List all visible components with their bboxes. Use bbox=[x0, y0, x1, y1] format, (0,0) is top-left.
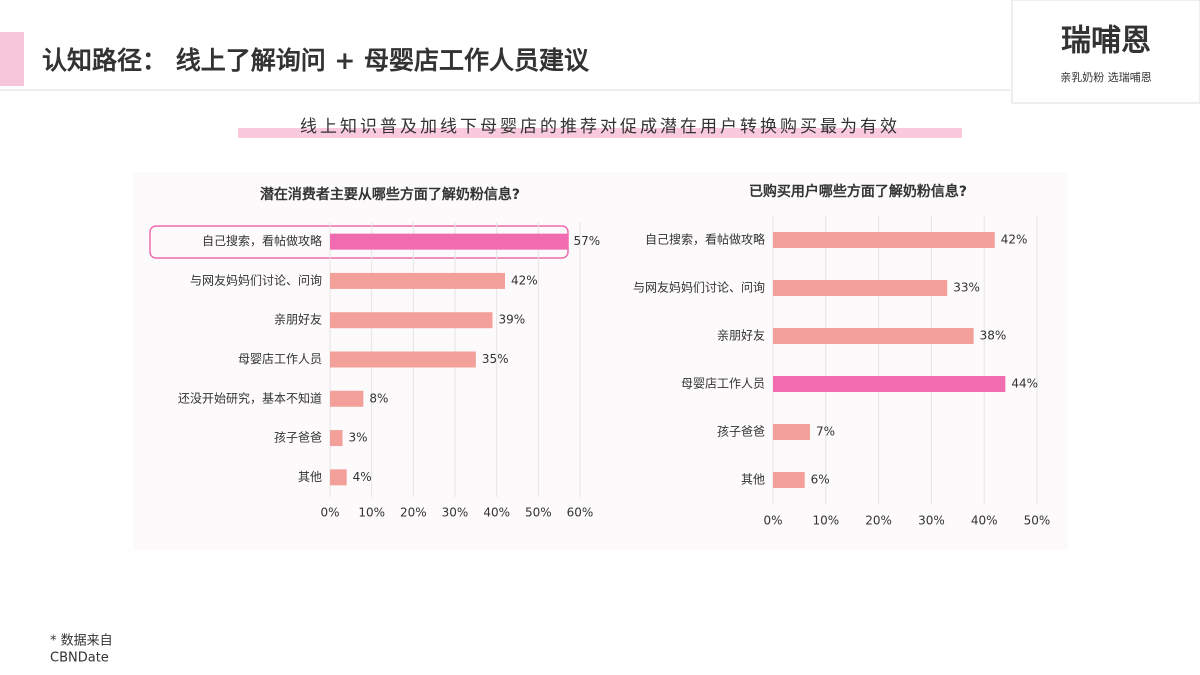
subtitle-highlight bbox=[238, 128, 962, 138]
value-label: 6% bbox=[811, 473, 830, 487]
y-tick-label: 亲朋好友 bbox=[717, 329, 765, 343]
y-tick-label: 孩子爸爸 bbox=[274, 431, 322, 445]
x-tick-label: 20% bbox=[400, 506, 427, 520]
value-label: 38% bbox=[980, 329, 1007, 343]
bar bbox=[773, 424, 810, 440]
footnote: CBNDate bbox=[50, 651, 109, 666]
subtitle: 线上知识普及加线下母婴店的推荐对促成潜在用户转换购买最为有效 bbox=[300, 117, 900, 137]
x-tick-label: 60% bbox=[567, 506, 594, 520]
bar bbox=[330, 233, 568, 250]
x-tick-label: 20% bbox=[865, 514, 892, 528]
y-tick-label: 与网友妈妈们讨论、问询 bbox=[633, 280, 765, 295]
y-tick-label: 孩子爸爸 bbox=[717, 425, 765, 439]
footnote: * 数据来自 bbox=[50, 634, 113, 649]
slide-title: 认知路径： 线上了解询问 + 母婴店工作人员建议 bbox=[42, 46, 590, 75]
logo: 瑞哺恩 bbox=[1061, 24, 1151, 59]
bar bbox=[773, 472, 805, 488]
bar bbox=[330, 390, 364, 407]
y-tick-label: 自己搜索，看帖做攻略 bbox=[645, 232, 765, 247]
bar bbox=[330, 272, 505, 289]
highlight-box bbox=[149, 225, 569, 259]
x-tick-label: 30% bbox=[918, 514, 945, 528]
chart-title: 已购买用户哪些方面了解奶粉信息? bbox=[749, 183, 967, 200]
slogan: 亲乳奶粉 选瑞哺恩 bbox=[1060, 70, 1152, 84]
header-accent bbox=[0, 32, 24, 86]
y-tick-label: 还没开始研究，基本不知道 bbox=[178, 390, 322, 405]
y-tick-label: 其他 bbox=[298, 470, 322, 484]
value-label: 7% bbox=[816, 425, 835, 439]
y-tick-label: 与网友妈妈们讨论、问询 bbox=[190, 272, 322, 287]
x-tick-label: 40% bbox=[971, 514, 998, 528]
value-label: 4% bbox=[353, 470, 372, 484]
value-label: 3% bbox=[349, 431, 368, 445]
bar bbox=[773, 232, 995, 248]
bar bbox=[330, 351, 476, 368]
value-label: 8% bbox=[369, 391, 388, 405]
value-label: 44% bbox=[1011, 377, 1038, 391]
x-tick-label: 50% bbox=[1024, 514, 1051, 528]
bar bbox=[773, 376, 1006, 392]
y-tick-label: 母婴店工作人员 bbox=[681, 377, 765, 391]
value-label: 39% bbox=[499, 313, 526, 327]
y-tick-label: 其他 bbox=[741, 473, 765, 487]
x-tick-label: 10% bbox=[812, 514, 839, 528]
logo-box bbox=[1011, 0, 1200, 104]
bar bbox=[773, 280, 948, 296]
bar bbox=[330, 430, 343, 447]
value-label: 42% bbox=[1001, 233, 1028, 247]
bar bbox=[330, 469, 347, 486]
y-tick-label: 亲朋好友 bbox=[274, 313, 322, 327]
y-tick-label: 自己搜索，看帖做攻略 bbox=[202, 233, 322, 248]
y-tick-label: 母婴店工作人员 bbox=[238, 352, 322, 366]
value-label: 35% bbox=[482, 352, 509, 366]
value-label: 42% bbox=[511, 273, 538, 287]
x-tick-label: 0% bbox=[320, 506, 339, 520]
x-tick-label: 0% bbox=[763, 514, 782, 528]
x-tick-label: 40% bbox=[483, 506, 510, 520]
value-label: 33% bbox=[953, 281, 980, 295]
x-tick-label: 50% bbox=[525, 506, 552, 520]
value-label: 57% bbox=[574, 234, 601, 248]
bar bbox=[330, 312, 493, 329]
chart-title: 潜在消费者主要从哪些方面了解奶粉信息? bbox=[260, 186, 520, 203]
x-tick-label: 10% bbox=[358, 506, 385, 520]
x-tick-label: 30% bbox=[442, 506, 469, 520]
bar bbox=[773, 328, 974, 344]
